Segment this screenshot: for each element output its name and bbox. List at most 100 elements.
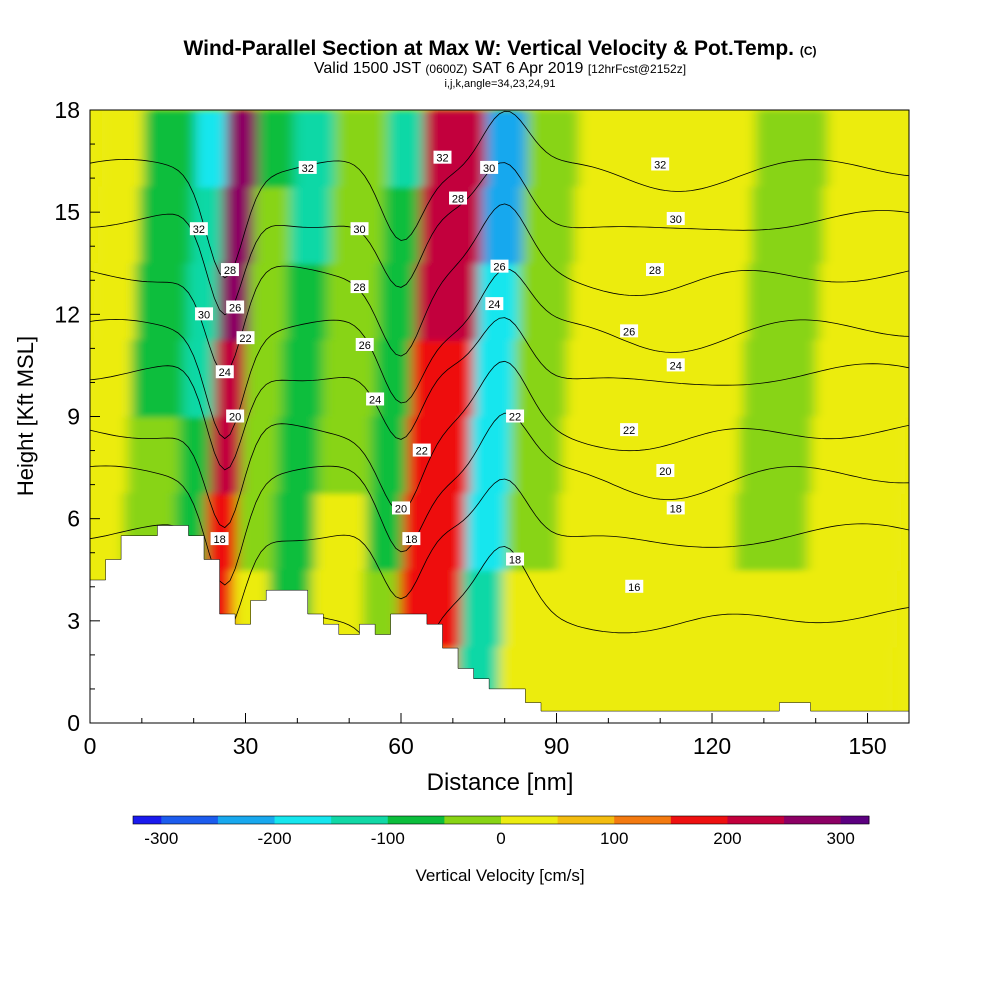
velocity-cell bbox=[807, 493, 901, 571]
y-tick-label: 0 bbox=[67, 710, 80, 736]
contour-label: 28 bbox=[449, 191, 468, 206]
velocity-cell bbox=[383, 186, 420, 265]
svg-text:28: 28 bbox=[649, 265, 661, 277]
contour-label: 30 bbox=[195, 307, 214, 321]
chart-title: Wind-Parallel Section at Max W: Vertical… bbox=[183, 37, 817, 60]
x-tick-label: 150 bbox=[848, 733, 886, 759]
velocity-cell bbox=[257, 110, 295, 188]
svg-text:32: 32 bbox=[436, 153, 448, 165]
velocity-cell bbox=[602, 646, 727, 723]
velocity-cell bbox=[102, 110, 144, 188]
theta-contour-22 bbox=[90, 360, 909, 529]
x-axis-label: Distance [nm] bbox=[427, 769, 574, 796]
colorbar-swatch bbox=[444, 816, 474, 824]
svg-text:20: 20 bbox=[395, 503, 407, 515]
velocity-cell bbox=[570, 263, 623, 341]
svg-text:28: 28 bbox=[353, 282, 365, 294]
svg-text:26: 26 bbox=[493, 262, 505, 274]
velocity-cell bbox=[730, 569, 804, 648]
svg-text:30: 30 bbox=[353, 224, 365, 236]
velocity-cell bbox=[183, 339, 215, 418]
colorbar: -300 -200 -100 0 100 200 300 bbox=[132, 815, 870, 848]
colorbar-swatch bbox=[387, 816, 417, 824]
colorbar-tick-label: 0 bbox=[496, 829, 505, 848]
contour-label: 28 bbox=[220, 263, 239, 277]
velocity-cell bbox=[245, 339, 282, 418]
x-axis: 0 30 60 90 120 150 bbox=[84, 713, 887, 759]
velocity-cell bbox=[131, 339, 184, 418]
colorbar-swatch bbox=[699, 816, 728, 824]
copyright-mark: (C) bbox=[799, 44, 817, 58]
colorbar-label: Vertical Velocity [cm/s] bbox=[415, 866, 584, 885]
velocity-cell bbox=[515, 339, 567, 418]
colorbar-swatch bbox=[585, 816, 615, 824]
velocity-cell bbox=[747, 263, 820, 341]
y-axis: 0 3 6 9 12 15 18 bbox=[54, 97, 100, 736]
velocity-cell bbox=[294, 110, 336, 188]
velocity-cell bbox=[739, 416, 812, 495]
velocity-cell bbox=[411, 339, 474, 418]
svg-text:22: 22 bbox=[623, 425, 635, 437]
velocity-cell bbox=[523, 186, 576, 265]
y-tick-label: 6 bbox=[67, 506, 80, 532]
velocity-cell bbox=[755, 110, 828, 188]
colorbar-swatch bbox=[133, 816, 162, 824]
svg-text:18: 18 bbox=[509, 555, 521, 567]
contour-label: 30 bbox=[666, 211, 685, 226]
theta-contour-32 bbox=[90, 110, 909, 279]
colorbar-swatch bbox=[359, 816, 389, 824]
contour-label: 30 bbox=[350, 222, 369, 236]
vertical-velocity-field bbox=[90, 110, 909, 723]
contour-label: 18 bbox=[402, 532, 421, 546]
velocity-cell bbox=[143, 110, 196, 188]
svg-text:24: 24 bbox=[369, 394, 381, 406]
svg-text:24: 24 bbox=[488, 299, 500, 311]
colorbar-tick-label: 300 bbox=[827, 829, 855, 848]
svg-text:28: 28 bbox=[224, 265, 236, 277]
svg-text:18: 18 bbox=[670, 503, 682, 515]
velocity-cell bbox=[618, 339, 744, 418]
x-tick-label: 0 bbox=[84, 733, 97, 759]
contour-label: 32 bbox=[433, 150, 452, 165]
contour-label: 18 bbox=[666, 501, 685, 515]
svg-text:28: 28 bbox=[452, 194, 464, 206]
velocity-cell bbox=[237, 493, 274, 571]
colorbar-swatch bbox=[472, 816, 502, 824]
plot-area bbox=[90, 110, 909, 723]
colorbar-swatch bbox=[274, 816, 304, 824]
velocity-cell bbox=[135, 263, 188, 341]
velocity-cell bbox=[550, 646, 603, 723]
velocity-cell bbox=[281, 339, 324, 418]
velocity-cell bbox=[195, 110, 227, 188]
velocity-cell bbox=[90, 493, 124, 571]
svg-text:18: 18 bbox=[213, 534, 225, 546]
svg-text:22: 22 bbox=[239, 333, 251, 345]
contour-labels: 16 18 18 18 18 20 20 20 22 22 22 22 24 24 24 24 26 26 26 26… bbox=[189, 150, 685, 594]
velocity-cell bbox=[734, 493, 808, 571]
velocity-cell bbox=[285, 263, 328, 341]
velocity-cell bbox=[558, 493, 611, 571]
colorbar-swatch bbox=[840, 816, 870, 824]
colorbar-swatch bbox=[812, 816, 842, 824]
svg-text:32: 32 bbox=[193, 224, 205, 236]
svg-text:22: 22 bbox=[509, 412, 521, 424]
contour-label: 16 bbox=[625, 579, 644, 594]
colorbar-swatch bbox=[784, 816, 813, 824]
svg-text:30: 30 bbox=[483, 163, 495, 175]
terrain-mask bbox=[90, 525, 909, 723]
velocity-cell bbox=[179, 416, 211, 495]
svg-text:32: 32 bbox=[302, 163, 314, 175]
contour-label: 20 bbox=[226, 409, 245, 424]
contour-label: 22 bbox=[412, 443, 431, 458]
velocity-cell bbox=[481, 186, 524, 265]
contour-label: 28 bbox=[350, 280, 369, 294]
svg-text:20: 20 bbox=[659, 466, 671, 478]
colorbar-swatch bbox=[557, 816, 587, 824]
velocity-cell bbox=[827, 110, 909, 188]
velocity-cell bbox=[473, 339, 516, 418]
contour-label: 24 bbox=[666, 358, 685, 372]
contour-label: 32 bbox=[298, 160, 317, 175]
contour-label: 26 bbox=[226, 300, 245, 315]
velocity-cell bbox=[403, 493, 466, 571]
